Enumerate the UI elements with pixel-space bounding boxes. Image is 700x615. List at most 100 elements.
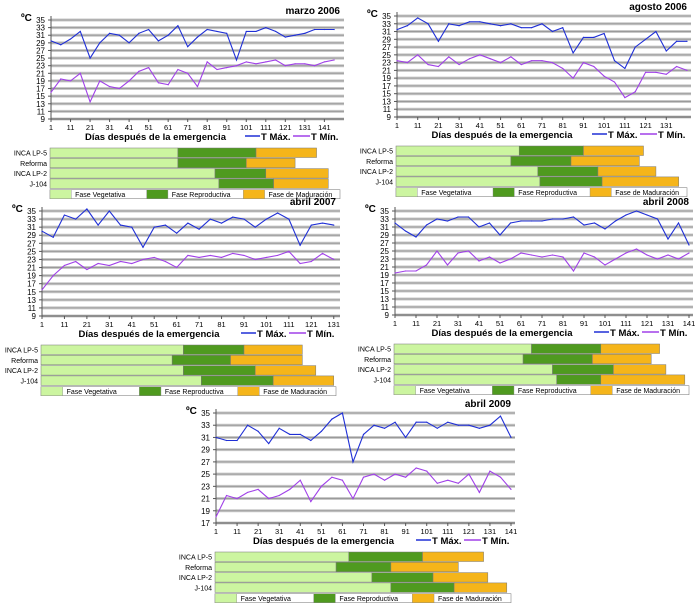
y-tick-label: 29 xyxy=(201,446,210,455)
x-tick-label: 71 xyxy=(359,527,367,536)
tmax-point xyxy=(323,28,325,31)
tmin-point xyxy=(572,270,575,272)
variety-label: INCA LP-5 xyxy=(358,347,391,354)
y-tick-label: 33 xyxy=(36,24,45,33)
vegetative-phase-bar xyxy=(393,374,557,385)
tmin-point xyxy=(225,494,228,497)
tmin-point xyxy=(304,63,306,65)
maturation-phase-bar xyxy=(265,168,329,179)
y-unit-label: ºC xyxy=(367,9,378,20)
tmin-point xyxy=(593,256,596,258)
phase-legend-label: Fase Vegetativa xyxy=(420,388,470,395)
tmax-point xyxy=(644,38,647,40)
reproductive-phase-bar xyxy=(531,343,602,354)
tmax-point xyxy=(541,23,543,25)
tmax-point xyxy=(467,216,470,218)
tmax-point xyxy=(478,427,480,429)
tmin-point xyxy=(164,260,167,263)
tmax-point xyxy=(404,230,407,232)
tmin-point xyxy=(289,488,291,490)
x-tick-label: 41 xyxy=(475,319,483,328)
y-tick-label: 19 xyxy=(380,271,389,280)
legend-tmin-label: T Mín. xyxy=(311,132,338,143)
x-tick-label: 61 xyxy=(172,320,180,329)
phase-legend-swatch xyxy=(146,189,169,199)
phase-legend-label: Fase de Maduración xyxy=(615,190,679,197)
tmax-point xyxy=(108,32,111,34)
tmin-point xyxy=(274,59,277,61)
x-tick-label: 111 xyxy=(283,320,294,329)
x-tick-label: 111 xyxy=(260,123,271,132)
tmax-point xyxy=(572,216,575,218)
tmax-point xyxy=(562,27,564,29)
tmax-point xyxy=(406,25,408,27)
x-tick-label: 131 xyxy=(327,320,340,329)
tmax-point xyxy=(247,424,249,426)
tmin-point xyxy=(417,54,419,56)
reproductive-phase-bar xyxy=(371,572,434,583)
tmin-point xyxy=(646,254,648,256)
tmin-point xyxy=(489,470,491,472)
tmin-point xyxy=(265,256,268,259)
y-unit-label: ºC xyxy=(12,204,23,215)
tmax-point xyxy=(510,23,512,25)
x-tick-label: 11 xyxy=(67,123,75,132)
vegetative-phase-bar xyxy=(40,355,173,366)
y-tick-label: 29 xyxy=(27,231,36,240)
vegetative-phase-bar xyxy=(393,343,532,354)
variety-label: J-104 xyxy=(29,181,47,188)
y-tick-label: 27 xyxy=(201,458,210,467)
y-tick-label: 35 xyxy=(380,207,389,216)
phase-legend-label: Fase Vegetativa xyxy=(75,192,125,199)
y-tick-label: 21 xyxy=(380,263,389,272)
tmin-point xyxy=(510,56,512,58)
tmin-point xyxy=(118,87,120,90)
y-tick-label: 35 xyxy=(36,16,45,25)
tmax-point xyxy=(60,44,62,46)
tmax-point xyxy=(488,222,491,224)
tmax-point xyxy=(415,236,417,238)
tmax-point xyxy=(604,228,606,230)
tmax-point xyxy=(341,412,344,414)
tmax-point xyxy=(510,436,512,439)
y-tick-label: 17 xyxy=(382,82,391,91)
tmin-point xyxy=(541,256,543,258)
x-tick-label: 31 xyxy=(454,319,462,328)
x-tick-label: 121 xyxy=(639,121,652,130)
tmin-point xyxy=(323,61,325,63)
tmax-point xyxy=(304,32,306,34)
reproductive-phase-bar xyxy=(177,147,257,158)
y-tick-label: 29 xyxy=(380,231,389,240)
y-tick-label: 25 xyxy=(36,54,45,63)
tmin-point xyxy=(236,497,238,500)
tmin-point xyxy=(509,258,512,260)
tmin-point xyxy=(247,491,249,494)
tmax-point xyxy=(254,226,256,228)
chart-panel: agosto 2006ºC911131517192123252729313335… xyxy=(360,2,691,197)
x-tick-label: 121 xyxy=(641,319,654,328)
tmin-point xyxy=(299,262,301,265)
tmax-point xyxy=(427,23,429,25)
tmax-point xyxy=(128,42,130,44)
tmax-point xyxy=(499,25,502,27)
x-tick-label: 131 xyxy=(484,527,497,536)
tmin-point xyxy=(686,69,688,71)
x-tick-label: 51 xyxy=(144,123,152,132)
tmax-point xyxy=(257,430,259,432)
tmax-point xyxy=(63,214,66,216)
tmax-point xyxy=(686,40,688,42)
tmax-point xyxy=(299,244,301,246)
tmax-point xyxy=(118,34,120,36)
tmax-point xyxy=(333,28,335,31)
tmax-point xyxy=(79,30,81,33)
reproductive-phase-bar xyxy=(510,156,572,167)
y-tick-label: 27 xyxy=(36,46,45,55)
tmin-point xyxy=(177,68,179,71)
vegetative-phase-bar xyxy=(393,354,524,365)
tmax-point xyxy=(52,236,54,238)
x-axis-label: Días después de la emergencia xyxy=(253,536,395,547)
x-tick-label: 21 xyxy=(434,121,442,130)
y-tick-label: 17 xyxy=(380,279,389,288)
tmin-point xyxy=(479,54,481,56)
